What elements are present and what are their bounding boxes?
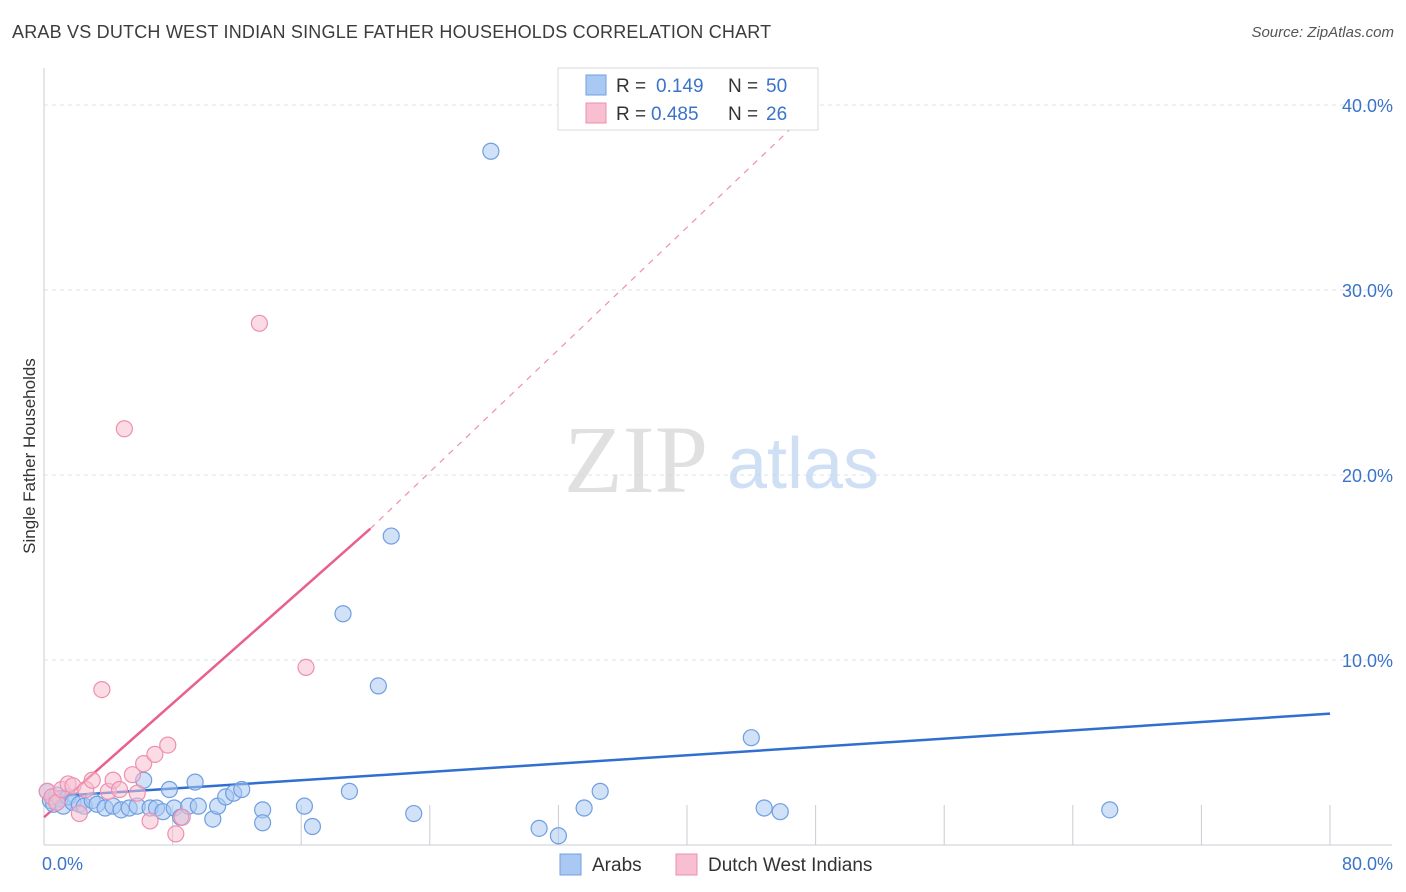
legend-r-value-dwi: 0.485 (651, 104, 699, 125)
trend-line-arabs (43, 712, 1331, 799)
data-point-dwi (123, 766, 142, 784)
data-point-arabs (742, 729, 760, 747)
data-point-dwi (70, 804, 88, 823)
data-point-dwi (128, 784, 146, 802)
data-point-arabs (295, 797, 314, 815)
data-point-dwi (146, 745, 164, 763)
legend-r-label-dwi: R = (616, 104, 646, 125)
data-point-arabs (382, 527, 400, 545)
data-point-arabs (233, 780, 251, 799)
data-point-arabs (254, 814, 272, 832)
bottom-legend-swatch-dwi (675, 853, 698, 876)
data-point-arabs (755, 799, 773, 817)
data-point-arabs (189, 797, 207, 815)
x-tick-label: 80.0% (1342, 854, 1393, 874)
gridlines (44, 104, 1392, 845)
data-point-arabs (334, 605, 352, 623)
data-point-dwi (250, 314, 269, 332)
y-tick-label: 10.0% (1342, 651, 1393, 671)
source-credit: Source: ZipAtlas.com (1251, 24, 1394, 41)
data-point-dwi (115, 420, 133, 438)
data-point-arabs (160, 780, 178, 799)
data-point-arabs (1101, 801, 1119, 819)
data-point-arabs (549, 827, 568, 845)
legend-box: R = 0.149 N = 50 R = 0.485 N = 26 (557, 67, 819, 131)
data-point-dwi (159, 736, 177, 754)
data-point-dwi (173, 808, 191, 826)
data-point-arabs (303, 817, 322, 836)
data-point-arabs (591, 782, 609, 800)
data-point-arabs (771, 803, 789, 821)
y-tick-label: 30.0% (1342, 281, 1393, 301)
chart-title: ARAB VS DUTCH WEST INDIAN SINGLE FATHER … (12, 22, 772, 42)
data-point-arabs (340, 782, 359, 800)
data-point-dwi (93, 680, 111, 699)
y-tick-label: 20.0% (1342, 466, 1393, 486)
data-point-arabs (575, 799, 593, 817)
trend-line-dwi (43, 527, 372, 819)
legend-n-label-arabs: N = (728, 76, 758, 97)
bottom-legend: Arabs Dutch West Indians (559, 853, 872, 876)
legend-r-value-arabs: 0.149 (656, 76, 704, 97)
bottom-legend-label-arabs: Arabs (592, 855, 642, 876)
x-tick-label: 0.0% (42, 854, 83, 874)
data-point-arabs (186, 773, 204, 791)
data-point-arabs (405, 804, 423, 823)
y-axis-label: Single Father Households (20, 358, 39, 554)
trend-lines (43, 104, 1331, 819)
data-point-dwi (83, 771, 101, 789)
data-point-arabs (369, 677, 387, 695)
data-point-dwi (135, 754, 153, 773)
data-point-arabs (482, 142, 500, 160)
tick-labels: 10.0% 20.0% 30.0% 40.0% 0.0% 80.0% (42, 96, 1393, 874)
legend-n-value-dwi: 26 (766, 104, 787, 125)
y-tick-label: 40.0% (1342, 96, 1393, 116)
legend-swatch-arabs (585, 74, 607, 96)
watermark-atlas: atlas (727, 424, 879, 504)
legend-swatch-dwi (585, 102, 607, 124)
data-point-dwi (297, 658, 315, 677)
bottom-legend-label-dwi: Dutch West Indians (708, 855, 872, 876)
legend-n-value-arabs: 50 (766, 76, 787, 97)
watermark-zip: ZIP (564, 406, 708, 513)
legend-n-label-dwi: N = (728, 104, 758, 125)
axes (43, 68, 1392, 846)
data-point-arabs (530, 819, 548, 837)
data-points (38, 142, 1119, 845)
data-point-dwi (141, 812, 159, 830)
legend-r-label-arabs: R = (616, 76, 646, 97)
data-point-dwi (110, 780, 129, 799)
data-point-dwi (167, 825, 185, 843)
bottom-legend-swatch-arabs (559, 853, 582, 876)
